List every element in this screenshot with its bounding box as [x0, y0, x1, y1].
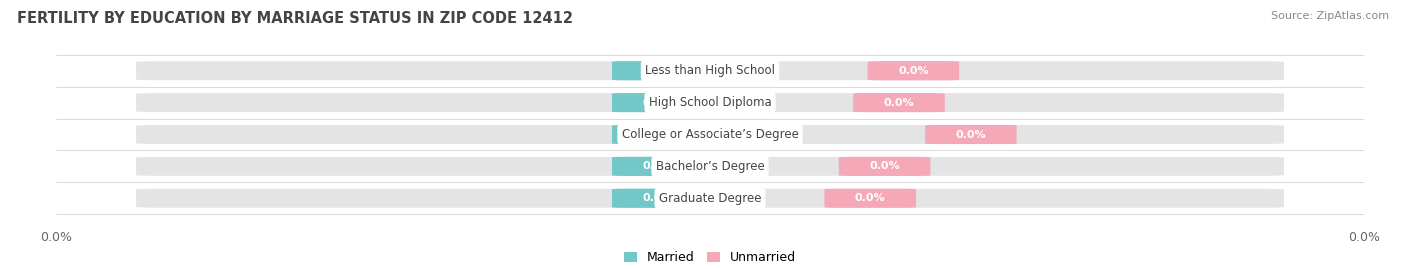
- FancyBboxPatch shape: [925, 125, 1017, 144]
- FancyBboxPatch shape: [612, 157, 703, 176]
- Text: High School Diploma: High School Diploma: [648, 96, 772, 109]
- Text: 0.0%: 0.0%: [898, 66, 929, 76]
- FancyBboxPatch shape: [868, 61, 959, 80]
- FancyBboxPatch shape: [612, 189, 703, 208]
- Text: 0.0%: 0.0%: [643, 66, 673, 76]
- Text: Bachelor’s Degree: Bachelor’s Degree: [655, 160, 765, 173]
- FancyBboxPatch shape: [824, 189, 915, 208]
- Text: 0.0%: 0.0%: [643, 161, 673, 171]
- Text: 0.0%: 0.0%: [869, 161, 900, 171]
- Text: Graduate Degree: Graduate Degree: [659, 192, 761, 205]
- FancyBboxPatch shape: [839, 157, 931, 176]
- FancyBboxPatch shape: [612, 61, 703, 80]
- FancyBboxPatch shape: [135, 124, 1285, 145]
- FancyBboxPatch shape: [135, 187, 1285, 209]
- Text: 0.0%: 0.0%: [956, 129, 986, 140]
- FancyBboxPatch shape: [612, 93, 703, 112]
- FancyBboxPatch shape: [135, 60, 1285, 82]
- Text: 0.0%: 0.0%: [643, 129, 673, 140]
- FancyBboxPatch shape: [135, 155, 1285, 177]
- Text: 0.0%: 0.0%: [643, 193, 673, 203]
- Text: College or Associate’s Degree: College or Associate’s Degree: [621, 128, 799, 141]
- FancyBboxPatch shape: [612, 125, 703, 144]
- Text: Less than High School: Less than High School: [645, 64, 775, 77]
- FancyBboxPatch shape: [135, 92, 1285, 114]
- Legend: Married, Unmarried: Married, Unmarried: [619, 246, 801, 269]
- Text: FERTILITY BY EDUCATION BY MARRIAGE STATUS IN ZIP CODE 12412: FERTILITY BY EDUCATION BY MARRIAGE STATU…: [17, 11, 572, 26]
- FancyBboxPatch shape: [853, 93, 945, 112]
- Text: 0.0%: 0.0%: [643, 98, 673, 108]
- Text: 0.0%: 0.0%: [883, 98, 914, 108]
- Text: Source: ZipAtlas.com: Source: ZipAtlas.com: [1271, 11, 1389, 21]
- Text: 0.0%: 0.0%: [855, 193, 886, 203]
